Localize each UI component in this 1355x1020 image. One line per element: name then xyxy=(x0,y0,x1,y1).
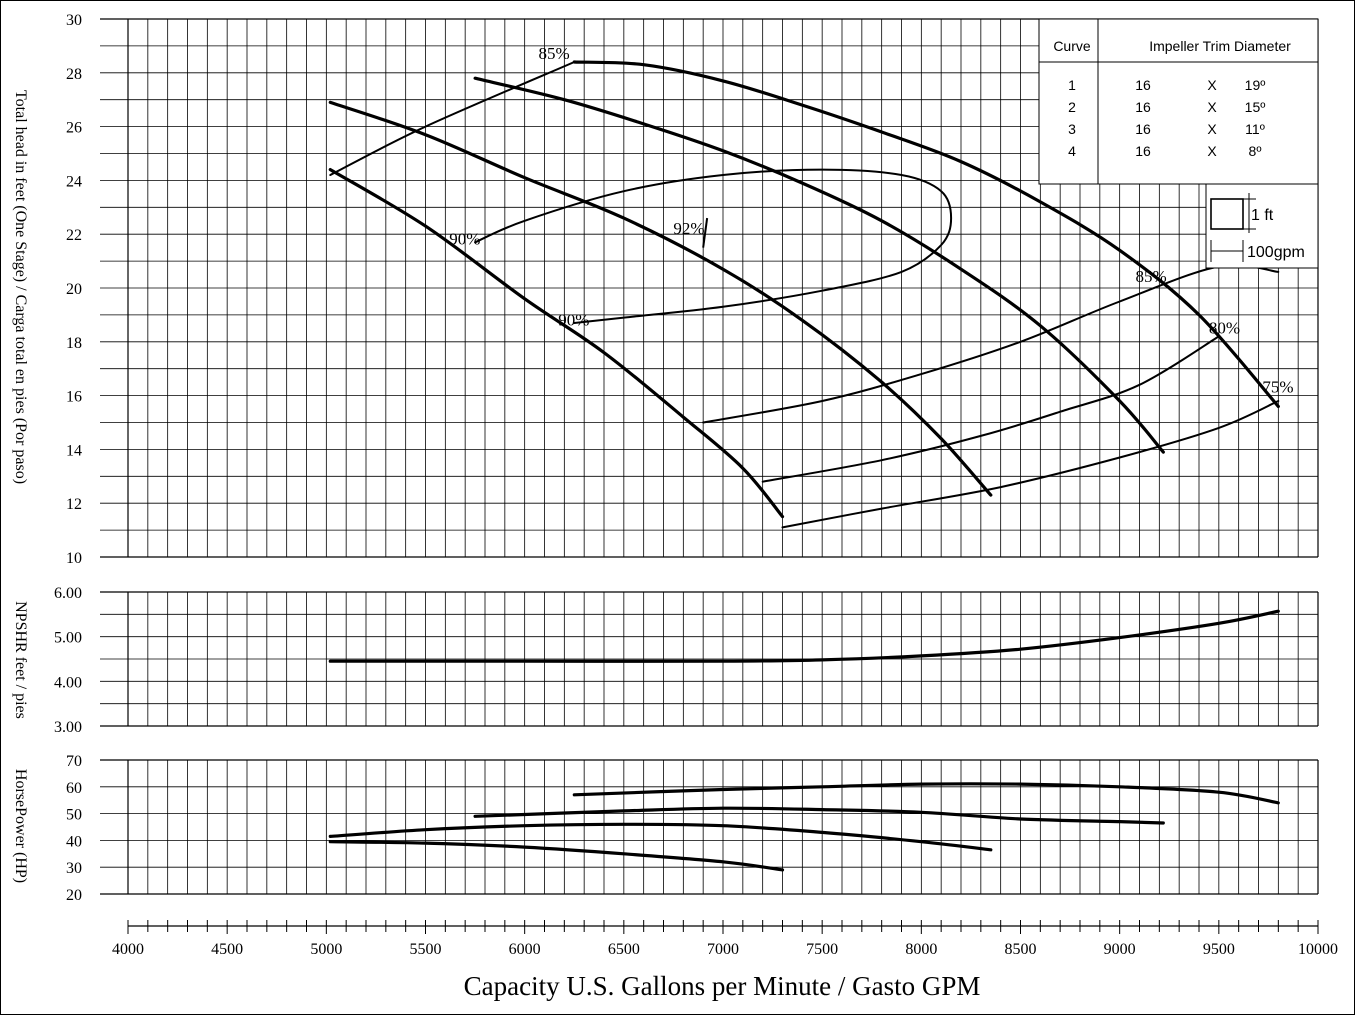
y-tick-label: 6.00 xyxy=(54,585,82,602)
scale-key-head-unit: 1 ft xyxy=(1251,207,1274,224)
efficiency-curve xyxy=(761,335,1220,483)
curve-head-3 xyxy=(328,100,993,497)
legend-table: Curve Impeller Trim Diameter 1 16 X 19º 2 16 X… xyxy=(1038,18,1319,185)
x-tick-label: 4000 xyxy=(112,941,144,958)
x-tick-label: 5000 xyxy=(310,941,342,958)
legend-degree: 8º xyxy=(1249,143,1262,159)
efficiency-curves xyxy=(329,61,1280,529)
x-tick-label: 6500 xyxy=(608,941,640,958)
legend-size: 16 xyxy=(1135,121,1151,137)
legend-size: 16 xyxy=(1135,99,1151,115)
efficiency-label: 75% xyxy=(1262,378,1293,397)
scale-key-box xyxy=(1205,183,1319,269)
x-tick-label: 6000 xyxy=(509,941,541,958)
legend-degree: 11º xyxy=(1245,121,1265,137)
efficiency-labels: 85% 90% 92% 90% 85% 80% 75% xyxy=(449,44,1293,397)
legend-box xyxy=(1038,18,1319,185)
curve-npshr-NPSHR xyxy=(328,609,1280,663)
y-tick-label: 3.00 xyxy=(54,719,82,736)
y-tick-label: 50 xyxy=(66,807,82,824)
legend-x: X xyxy=(1207,99,1217,115)
legend-x: X xyxy=(1207,143,1217,159)
y-tick-label: 30 xyxy=(66,860,82,877)
efficiency-label: 85% xyxy=(538,44,569,63)
x-tick-label: 7000 xyxy=(707,941,739,958)
legend-size: 16 xyxy=(1135,77,1151,93)
y-tick-label: 60 xyxy=(66,780,82,797)
x-axis-ticks xyxy=(127,920,1319,934)
x-tick-label: 10000 xyxy=(1298,941,1338,958)
legend-size: 16 xyxy=(1135,143,1151,159)
y-tick-label: 4.00 xyxy=(54,674,82,691)
curve-hp-1 xyxy=(572,782,1280,805)
y-tick-label: 10 xyxy=(66,550,82,567)
y-tick-labels: 10 12 14 16 18 20 22 24 26 28 30 3.00 4.00 5.00 6.00 20… xyxy=(54,12,82,904)
y-tick-label: 30 xyxy=(66,12,82,29)
npshr-grid xyxy=(100,591,1319,727)
x-tick-label: 9000 xyxy=(1104,941,1136,958)
x-tick-label: 9500 xyxy=(1203,941,1235,958)
curve-hp-4 xyxy=(328,840,785,872)
head-curves xyxy=(328,60,1280,519)
legend-header-desc: Impeller Trim Diameter xyxy=(1149,38,1291,54)
efficiency-label: 80% xyxy=(1209,318,1240,337)
x-tick-label: 4500 xyxy=(211,941,243,958)
curve-hp-3 xyxy=(328,822,993,852)
efficiency-curve xyxy=(702,264,1280,424)
legend-x: X xyxy=(1207,77,1217,93)
x-tick-label: 8500 xyxy=(1005,941,1037,958)
efficiency-tick xyxy=(702,217,709,248)
npshr-curve xyxy=(328,609,1280,663)
y-tick-label: 70 xyxy=(66,753,82,770)
efficiency-label: 90% xyxy=(449,230,480,249)
legend-rows: 1 16 X 19º 2 16 X 15º 3 16 X 11º 4 16 X 8º xyxy=(1068,77,1265,159)
legend-header-curve: Curve xyxy=(1053,38,1091,54)
legend-curve-number: 1 xyxy=(1068,77,1076,93)
horsepower-curves xyxy=(328,782,1280,872)
x-tick-label: 8000 xyxy=(905,941,937,958)
y-tick-label: 22 xyxy=(66,227,82,244)
efficiency-curve xyxy=(329,61,576,176)
legend-curve-number: 3 xyxy=(1068,121,1076,137)
x-tick-label: 5500 xyxy=(410,941,442,958)
efficiency-label: 92% xyxy=(673,219,704,238)
y-tick-label: 20 xyxy=(66,887,82,904)
y-tick-label: 16 xyxy=(66,389,82,406)
curve-head-2 xyxy=(473,76,1165,454)
y-tick-label: 28 xyxy=(66,66,82,83)
horsepower-grid xyxy=(100,759,1319,895)
y-tick-label: 24 xyxy=(66,173,82,190)
efficiency-label: 90% xyxy=(558,310,589,329)
hp-y-axis-title: HorsePower (HP) xyxy=(12,769,29,883)
efficiency-curve xyxy=(474,168,953,324)
legend-degree: 19º xyxy=(1245,77,1266,93)
scale-key-square xyxy=(1210,198,1244,230)
y-tick-label: 5.00 xyxy=(54,630,82,647)
y-tick-label: 18 xyxy=(66,335,82,352)
efficiency-label: 85% xyxy=(1135,267,1166,286)
y-tick-label: 20 xyxy=(66,281,82,298)
legend-curve-number: 2 xyxy=(1068,99,1076,115)
efficiency-curve xyxy=(781,400,1280,529)
scale-key-flow-unit: 100gpm xyxy=(1247,244,1305,261)
curve-head-1 xyxy=(572,60,1280,408)
x-tick-label: 7500 xyxy=(806,941,838,958)
curve-head-4 xyxy=(328,168,785,519)
y-tick-label: 12 xyxy=(66,496,82,513)
x-tick-labels: 4000 4500 5000 5500 6000 6500 7000 7500 8000 8500… xyxy=(112,941,1338,958)
y-tick-label: 26 xyxy=(66,120,82,137)
head-y-axis-title: Total head in feet (One Stage) / Carga t… xyxy=(12,90,29,484)
legend-curve-number: 4 xyxy=(1068,143,1076,159)
legend-degree: 15º xyxy=(1245,99,1266,115)
x-axis-title: Capacity U.S. Gallons per Minute / Gasto… xyxy=(464,971,981,1001)
scale-key: 1 ft 100gpm xyxy=(1205,183,1319,269)
y-tick-label: 14 xyxy=(66,442,82,459)
curve-hp-2 xyxy=(473,806,1165,825)
npshr-y-axis-title: NPSHR feet / pies xyxy=(12,601,29,719)
legend-x: X xyxy=(1207,121,1217,137)
y-tick-label: 40 xyxy=(66,833,82,850)
